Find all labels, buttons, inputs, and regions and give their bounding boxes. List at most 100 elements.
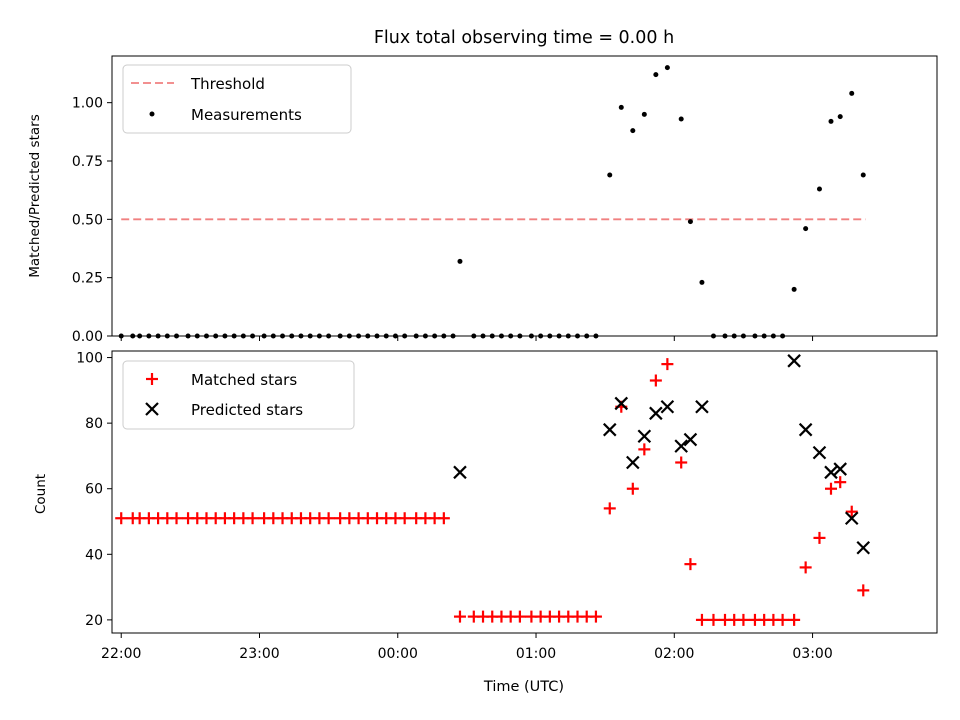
predicted-star-point [812, 445, 827, 460]
predicted-star-point [844, 511, 859, 526]
predicted-star-point [626, 455, 640, 470]
matched-star-point [603, 502, 616, 515]
bottom-x-ticks: 22:00 23:00 00:00 01:00 02:00 03:00 [101, 633, 833, 662]
matched-star-point [453, 610, 466, 623]
measurement-point [641, 111, 647, 117]
predicted-star-point [614, 396, 629, 411]
top-chart-title: Flux total observing time = 0.00 h [374, 28, 674, 48]
matched-star-point [707, 613, 720, 626]
bottom-y-axis-label: Count [33, 474, 49, 514]
measurement-point [849, 90, 855, 96]
matched-star-point [857, 584, 870, 597]
bottom-plot-frame [111, 350, 938, 634]
matched-star-point [845, 505, 858, 518]
predicted-stars-points [453, 354, 871, 555]
matched-star-point [589, 610, 602, 623]
measurement-point [618, 104, 624, 110]
measurement-point [837, 114, 843, 120]
bottom-y-ticks: 20 40 60 80 100 [76, 351, 112, 629]
bottom-y-axis-label-group: Count [33, 474, 49, 514]
measurement-point [860, 172, 866, 178]
bottom-y-tick-label: 80 [85, 416, 103, 432]
matched-star-point [813, 531, 826, 544]
bottom-y-tick-label: 20 [85, 613, 103, 629]
measurement-point [816, 186, 822, 192]
matched-star-point [626, 482, 639, 495]
bottom-y-tick-label: 40 [85, 547, 103, 563]
predicted-star-point [602, 422, 617, 437]
measurement-point [653, 72, 659, 78]
measurement-point [699, 279, 705, 285]
predicted-star-point [637, 429, 652, 444]
matched-star-point [661, 358, 674, 371]
measurement-point [457, 258, 463, 264]
bottom-x-tick-label: 00:00 [378, 646, 418, 662]
matched-star-point [115, 512, 128, 525]
legend-measurements-label: Measurements [191, 106, 302, 124]
measurement-point [664, 65, 670, 71]
predicted-star-point [683, 432, 698, 447]
measurement-point [687, 219, 693, 225]
legend-measurements-swatch [149, 111, 155, 117]
top-y-tick-label: 0.50 [72, 212, 103, 228]
bottom-x-tick-label: 23:00 [239, 646, 279, 662]
legend-predicted-label: Predicted stars [191, 401, 303, 419]
legend-threshold-label: Threshold [190, 75, 265, 93]
matched-star-point [437, 512, 450, 525]
top-plot-frame [111, 55, 938, 337]
matched-star-point [834, 476, 847, 489]
bottom-y-tick-label: 100 [76, 351, 103, 367]
bottom-x-tick-label: 22:00 [101, 646, 141, 662]
top-y-tick-label: 0.00 [72, 329, 103, 345]
bottom-y-tick-label: 60 [85, 482, 103, 498]
top-legend-box [122, 64, 352, 134]
matched-star-point [684, 558, 697, 571]
predicted-star-point [695, 399, 709, 414]
top-y-tick-label: 0.75 [72, 154, 103, 170]
predicted-star-point [649, 406, 663, 421]
top-y-tick-label: 1.00 [72, 96, 103, 112]
predicted-star-point [660, 399, 675, 414]
matched-star-point [170, 512, 183, 525]
matched-star-point [246, 512, 259, 525]
matched-star-point [675, 456, 688, 469]
top-y-axis-label: Matched/Predicted stars [27, 114, 43, 277]
top-legend: Threshold Measurements [122, 64, 352, 134]
matched-star-point [788, 613, 801, 626]
legend-matched-label: Matched stars [191, 371, 297, 389]
top-x-ticks [120, 336, 814, 341]
bottom-x-axis-label: Time (UTC) [483, 679, 564, 695]
matched-star-point [322, 512, 335, 525]
measurement-point [791, 286, 797, 292]
top-y-ticks: 0.00 0.25 0.50 0.75 1.00 [72, 96, 112, 345]
matched-star-point [513, 610, 526, 623]
matched-star-point [695, 613, 708, 626]
bottom-x-tick-label: 01:00 [516, 646, 556, 662]
bottom-x-tick-label: 02:00 [654, 646, 694, 662]
predicted-star-point [453, 465, 467, 480]
legend-matched-swatch [146, 373, 158, 385]
measurement-point [630, 128, 636, 134]
top-y-axis-label-group: Matched/Predicted stars [27, 114, 43, 277]
matched-star-point [824, 482, 837, 495]
measurement-point [607, 172, 613, 178]
legend-predicted-swatch [145, 402, 159, 416]
predicted-star-point [856, 540, 871, 555]
matched-star-point [398, 512, 411, 525]
matched-star-point [638, 443, 651, 456]
matched-stars-points [115, 358, 870, 626]
predicted-star-point [674, 439, 688, 453]
matched-star-point [776, 613, 789, 626]
measurement-point [803, 226, 809, 232]
measurement-point [828, 118, 834, 124]
bottom-legend: Matched stars Predicted stars [122, 360, 355, 430]
predicted-star-point [787, 354, 801, 368]
matched-star-point [649, 374, 662, 387]
predicted-star-point [824, 465, 838, 480]
top-y-tick-label: 0.25 [72, 271, 103, 287]
bottom-legend-box [122, 360, 355, 430]
matched-star-point [737, 613, 750, 626]
predicted-star-point [833, 462, 847, 476]
measurement-point [678, 116, 684, 122]
